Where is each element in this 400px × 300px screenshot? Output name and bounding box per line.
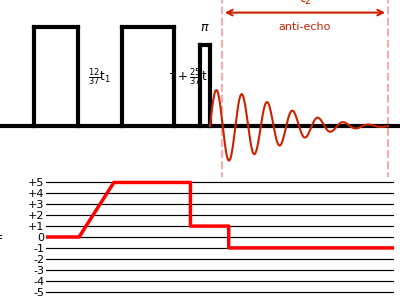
Text: t$_2$: t$_2$: [299, 0, 311, 7]
Text: $\pi$: $\pi$: [200, 21, 210, 34]
Text: anti-echo: anti-echo: [279, 22, 331, 32]
Text: p =: p =: [0, 230, 8, 244]
Text: $\tau + \frac{25}{37}$t$_1$: $\tau + \frac{25}{37}$t$_1$: [168, 67, 212, 88]
Text: $\frac{12}{37}$t$_1$: $\frac{12}{37}$t$_1$: [88, 67, 112, 88]
